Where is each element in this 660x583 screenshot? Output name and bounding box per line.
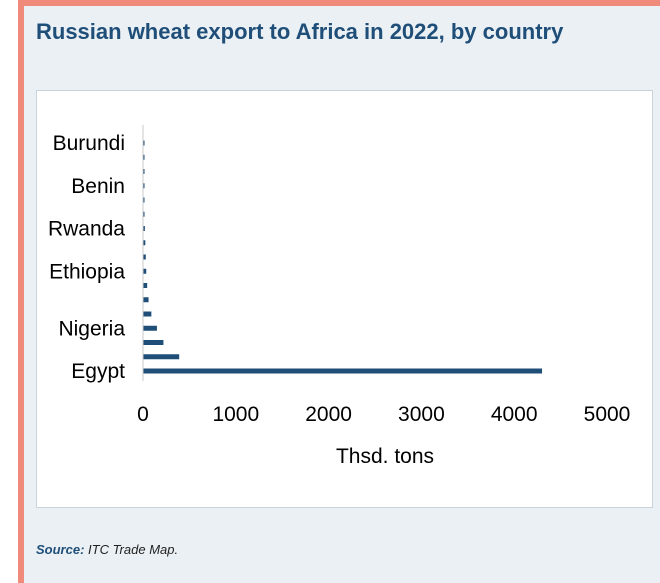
bar bbox=[143, 140, 145, 146]
bar bbox=[143, 368, 543, 374]
x-axis-label: Thsd. tons bbox=[336, 445, 434, 468]
source-note: Source: ITC Trade Map. bbox=[36, 542, 178, 557]
bar bbox=[143, 154, 145, 160]
source-label: Source: bbox=[36, 542, 85, 557]
y-tick-label: Rwanda bbox=[48, 218, 125, 241]
x-tick-label: 1000 bbox=[212, 403, 259, 426]
source-text: ITC Trade Map. bbox=[88, 542, 179, 557]
bar bbox=[143, 183, 145, 189]
x-tick-label: 5000 bbox=[584, 403, 631, 426]
bar bbox=[143, 297, 149, 303]
bar bbox=[143, 169, 145, 174]
x-tick-label: 3000 bbox=[398, 403, 445, 426]
bar bbox=[143, 211, 145, 217]
chart-title: Russian wheat export to Africa in 2022, … bbox=[36, 19, 564, 44]
x-tick-label: 2000 bbox=[305, 403, 352, 426]
bar bbox=[143, 325, 157, 331]
bar bbox=[143, 268, 147, 274]
y-tick-labels: Egypt Nigeria Ethiopia Rwanda Benin Burundi bbox=[48, 132, 125, 383]
y-tick-label: Nigeria bbox=[58, 317, 125, 340]
bar bbox=[143, 340, 164, 345]
y-tick-label: Benin bbox=[71, 175, 125, 198]
bar bbox=[143, 311, 152, 317]
bar bbox=[143, 197, 145, 203]
x-tick-label: 0 bbox=[137, 403, 149, 426]
bar bbox=[143, 240, 146, 246]
bar bbox=[143, 283, 148, 288]
y-tick-label: Burundi bbox=[53, 132, 125, 155]
left-accent-rule bbox=[18, 0, 24, 583]
bar-chart: Egypt Nigeria Ethiopia Rwanda Benin Burundi 0… bbox=[48, 125, 630, 468]
bar bbox=[143, 254, 146, 260]
bars-group bbox=[143, 140, 543, 374]
x-tick-label: 4000 bbox=[491, 403, 538, 426]
x-tick-labels: 0 1000 2000 3000 4000 5000 bbox=[137, 403, 630, 426]
bar bbox=[143, 354, 180, 360]
y-tick-label: Egypt bbox=[71, 360, 125, 383]
chart-area: Egypt Nigeria Ethiopia Rwanda Benin Burundi 0… bbox=[36, 90, 653, 508]
top-accent-rule bbox=[18, 0, 660, 6]
y-tick-label: Ethiopia bbox=[49, 260, 125, 283]
bar bbox=[143, 226, 145, 231]
